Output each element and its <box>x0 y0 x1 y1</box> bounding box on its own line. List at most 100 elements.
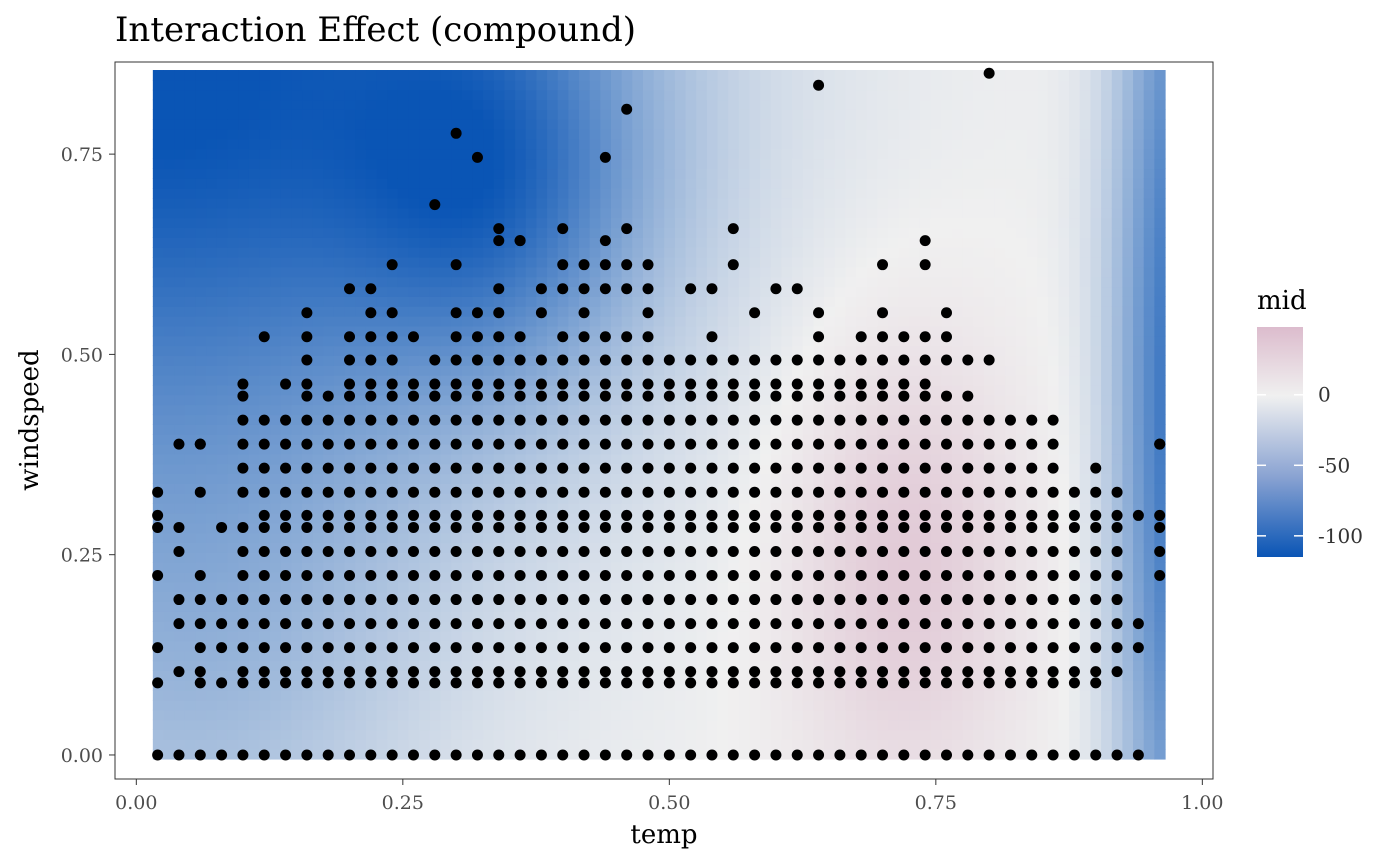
heatmap-tile <box>312 266 324 278</box>
heatmap-tile <box>653 473 665 484</box>
heatmap-tile <box>216 542 229 553</box>
heatmap-tile <box>547 591 559 603</box>
heatmap-tile <box>706 89 719 101</box>
heatmap-tile <box>227 207 239 219</box>
heatmap-tile <box>610 739 623 750</box>
heatmap-tile <box>184 640 197 652</box>
heatmap-tile <box>429 119 442 130</box>
heatmap-tile <box>866 444 878 455</box>
heatmap-tile <box>824 316 836 327</box>
heatmap-tile <box>440 424 452 435</box>
heatmap-tile <box>781 138 793 150</box>
heatmap-tile <box>206 168 218 179</box>
heatmap-tile <box>696 335 708 347</box>
heatmap-tile <box>440 729 452 740</box>
heatmap-tile <box>152 384 165 396</box>
heatmap-tile <box>845 188 857 199</box>
heatmap-tile <box>813 345 825 357</box>
heatmap-tile <box>888 325 900 337</box>
heatmap-tile <box>568 690 580 701</box>
heatmap-tile <box>195 227 207 238</box>
heatmap-tile <box>312 611 324 622</box>
heatmap-tile <box>429 306 442 317</box>
heatmap-tile <box>344 660 356 671</box>
heatmap-tile <box>664 79 676 91</box>
heatmap-tile <box>355 503 367 514</box>
heatmap-tile <box>738 699 751 711</box>
heatmap-tile <box>408 581 420 593</box>
heatmap-tile <box>174 552 186 563</box>
heatmap-tile <box>302 119 314 130</box>
heatmap-tile <box>387 453 399 465</box>
heatmap-tile <box>525 424 537 435</box>
heatmap-tile <box>333 70 346 81</box>
heatmap-tile <box>397 424 410 435</box>
heatmap-tile <box>536 207 548 219</box>
heatmap-tile <box>248 611 260 622</box>
heatmap-tile <box>419 601 431 612</box>
heatmap-tile <box>610 670 623 681</box>
heatmap-tile <box>621 729 633 740</box>
heatmap-tile <box>642 178 655 189</box>
heatmap-tile <box>184 709 197 721</box>
heatmap-tile <box>642 453 655 465</box>
heatmap-tile <box>568 325 580 337</box>
heatmap-tile <box>472 325 484 337</box>
heatmap-tile <box>365 237 378 248</box>
heatmap-tile <box>216 444 229 455</box>
heatmap-tile <box>664 286 676 297</box>
heatmap-tile <box>270 414 282 425</box>
heatmap-tile <box>291 493 303 504</box>
heatmap-tile <box>536 365 548 376</box>
heatmap-tile <box>259 729 271 740</box>
heatmap-tile <box>280 601 292 612</box>
heatmap-tile <box>888 660 900 671</box>
heatmap-tile <box>888 129 900 140</box>
heatmap-tile <box>216 414 229 425</box>
heatmap-tile <box>259 503 271 514</box>
heatmap-tile <box>397 571 410 583</box>
heatmap-tile <box>270 591 282 603</box>
heatmap-tile <box>355 316 367 327</box>
heatmap-tile <box>600 306 612 317</box>
heatmap-tile <box>717 316 729 327</box>
heatmap-tile <box>270 325 282 337</box>
heatmap-tile <box>845 345 857 357</box>
heatmap-tile <box>770 601 783 612</box>
heatmap-tile <box>802 739 815 750</box>
heatmap-tile <box>525 79 537 91</box>
heatmap-tile <box>163 680 175 691</box>
heatmap-tile <box>163 640 175 652</box>
heatmap-tile <box>238 335 250 347</box>
heatmap-tile <box>738 247 751 258</box>
heatmap-tile <box>461 453 474 465</box>
heatmap-tile <box>216 709 229 721</box>
heatmap-tile <box>770 138 783 150</box>
heatmap-tile <box>674 168 687 179</box>
heatmap-tile <box>824 690 836 701</box>
heatmap-tile <box>557 325 569 337</box>
heatmap-tile <box>216 699 229 711</box>
heatmap-tile <box>813 601 825 612</box>
heatmap-tile <box>323 473 335 484</box>
heatmap-tile <box>408 138 420 150</box>
heatmap-tile <box>333 601 346 612</box>
heatmap-tile <box>802 581 815 593</box>
heatmap-tile <box>557 532 569 544</box>
heatmap-tile <box>728 699 740 711</box>
heatmap-tile <box>568 375 580 386</box>
heatmap-tile <box>547 375 559 386</box>
heatmap-tile <box>813 247 825 258</box>
heatmap-tile <box>206 473 218 484</box>
heatmap-tile <box>270 384 282 396</box>
heatmap-tile <box>461 512 474 524</box>
heatmap-tile <box>557 660 569 671</box>
heatmap-tile <box>174 257 186 268</box>
heatmap-tile <box>515 493 527 504</box>
heatmap-tile <box>813 493 825 504</box>
heatmap-tile <box>568 119 580 130</box>
heatmap-tile <box>216 227 229 238</box>
heatmap-tile <box>440 217 452 229</box>
heatmap-tile <box>866 739 878 750</box>
heatmap-tile <box>270 739 282 750</box>
